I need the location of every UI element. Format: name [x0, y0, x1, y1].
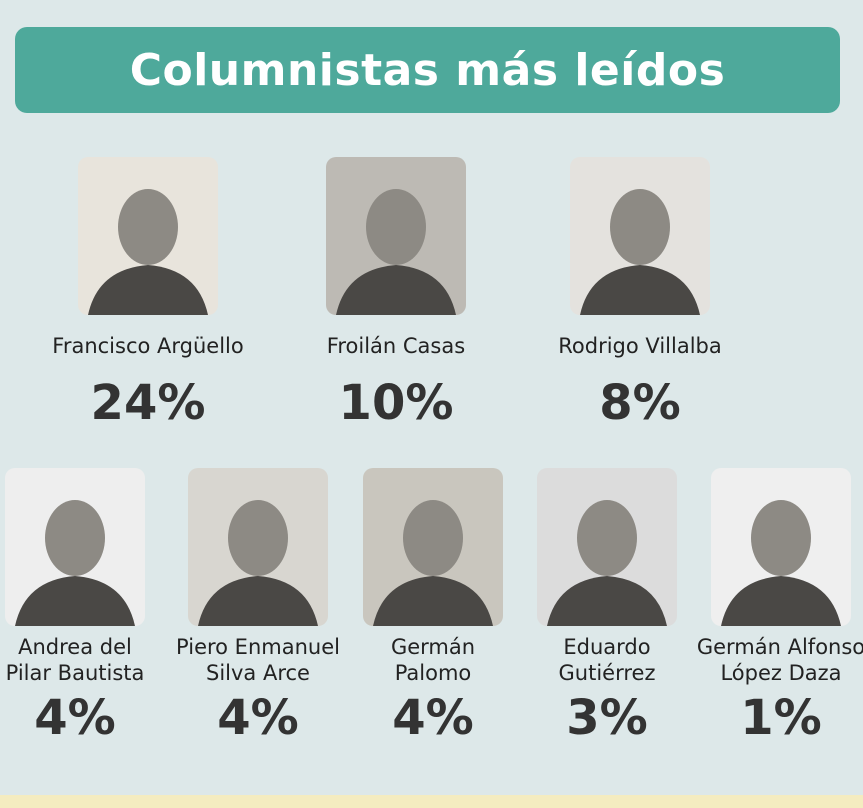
percentage: 4%: [217, 690, 299, 746]
columnist-name: Gutiérrez: [558, 661, 656, 685]
columnist-name: López Daza: [720, 661, 842, 685]
photo: [570, 157, 710, 315]
photo: [78, 157, 218, 315]
columnist-name: Andrea del: [18, 635, 132, 659]
photo: [188, 468, 328, 626]
percentage: 3%: [566, 690, 648, 746]
portrait: [721, 500, 841, 626]
portrait: [198, 500, 318, 626]
photo: [537, 468, 677, 626]
columnist-name: Rodrigo Villalba: [558, 334, 722, 358]
columnist-name: Germán Alfonso: [696, 635, 863, 659]
shoulders: [580, 265, 700, 315]
shoulders: [198, 576, 318, 626]
head: [45, 500, 105, 576]
head: [403, 500, 463, 576]
percentage: 4%: [392, 690, 474, 746]
portrait: [336, 189, 456, 315]
photo: [5, 468, 145, 626]
columnist-name: Germán: [390, 635, 476, 659]
head: [610, 189, 670, 265]
columnist-name: Froilán Casas: [326, 334, 466, 358]
head: [228, 500, 288, 576]
columnist-name: Silva Arce: [206, 661, 310, 685]
percentage: 1%: [740, 690, 822, 746]
title: Columnistas más leídos: [129, 44, 726, 96]
portrait: [15, 500, 135, 626]
percentage: 8%: [599, 375, 681, 431]
photo: [711, 468, 851, 626]
columnist-name: Eduardo: [563, 635, 651, 659]
photo: [326, 157, 466, 315]
shoulders: [373, 576, 493, 626]
portrait: [373, 500, 493, 626]
shoulders: [547, 576, 667, 626]
head: [118, 189, 178, 265]
shoulders: [88, 265, 208, 315]
percentage: 24%: [90, 375, 206, 431]
head: [751, 500, 811, 576]
portrait: [88, 189, 208, 315]
portrait: [580, 189, 700, 315]
columnist-name: Francisco Argüello: [52, 334, 244, 358]
columnist-name: Palomo: [394, 661, 472, 685]
shoulders: [336, 265, 456, 315]
head: [366, 189, 426, 265]
percentage: 10%: [338, 375, 454, 431]
percentage: 4%: [34, 690, 116, 746]
photo: [363, 468, 503, 626]
shoulders: [721, 576, 841, 626]
columnist-name: Pilar Bautista: [5, 661, 145, 685]
footer-strip: [0, 795, 863, 808]
head: [577, 500, 637, 576]
title-bar: Columnistas más leídos: [15, 27, 840, 113]
columnist-name: Piero Enmanuel: [176, 635, 340, 659]
shoulders: [15, 576, 135, 626]
portrait: [547, 500, 667, 626]
